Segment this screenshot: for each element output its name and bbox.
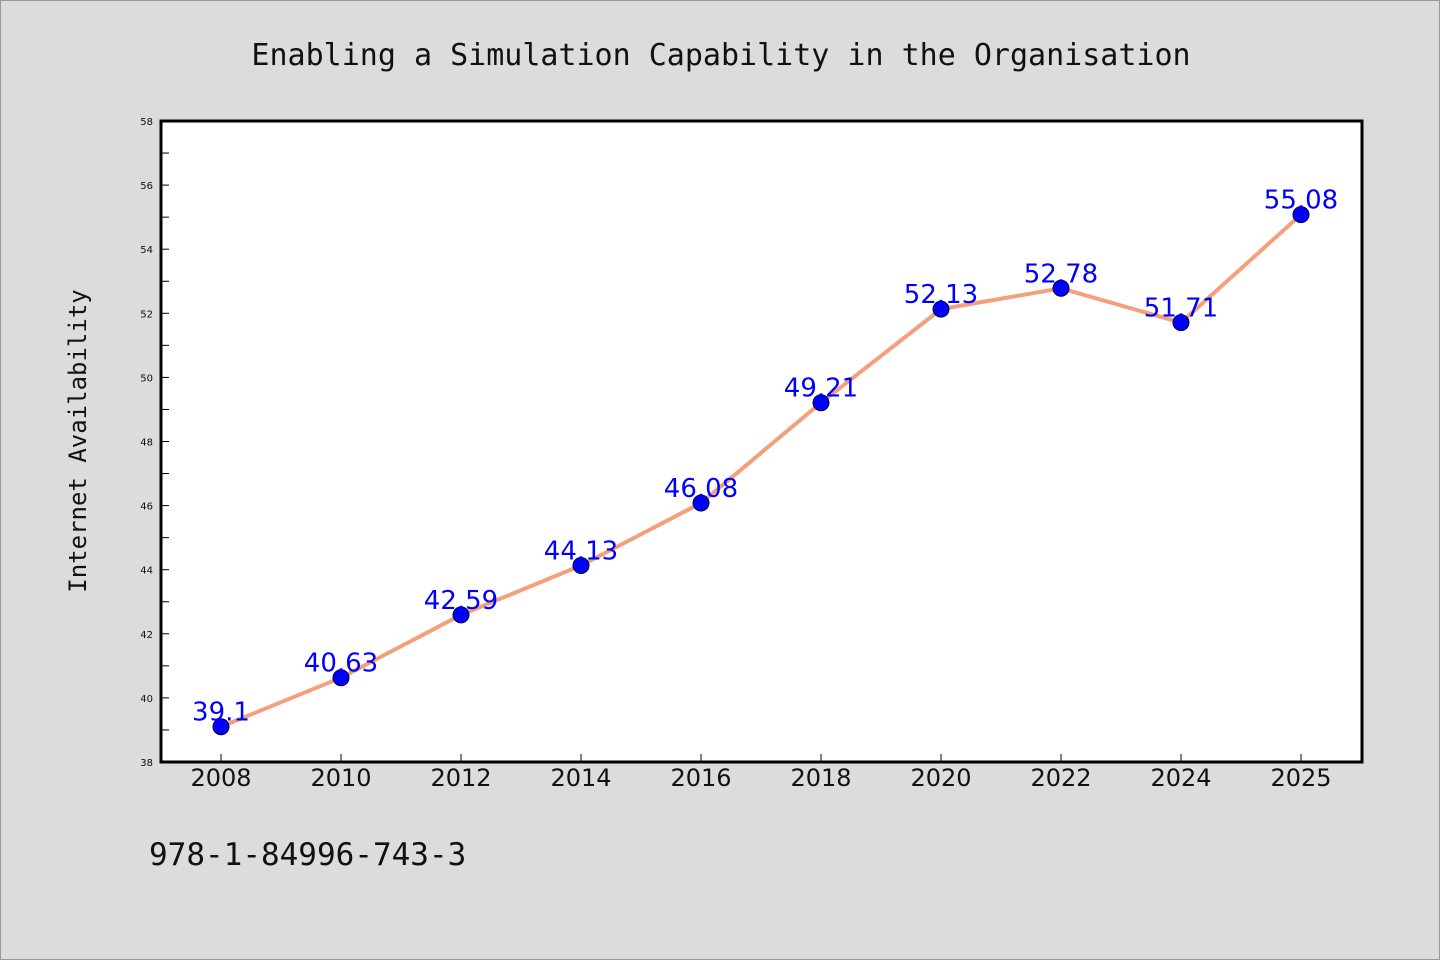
x-tick-label: 2014 [550,764,611,792]
y-tick-label: 42 [140,630,153,641]
footer-code: 978-1-84996-743-3 [149,837,466,873]
data-label-group: 39.1 40.63 42.59 44.13 46.08 49.21 52.13 52.78 5… [192,186,1338,728]
y-tick-label: 46 [140,502,153,513]
data-label: 39.1 [192,698,250,728]
data-point [692,494,710,512]
data-point [572,557,590,575]
marker-group [212,206,1310,736]
x-tick-label: 2020 [910,764,971,792]
y-tick-label: 38 [140,758,153,769]
chart-title: Enabling a Simulation Capability in the … [251,38,1190,73]
data-point [452,606,470,624]
x-tick-label: 2022 [1030,764,1091,792]
y-tick-label: 50 [140,373,153,384]
data-label: 49.21 [784,374,858,404]
x-tick-label: 2012 [430,764,491,792]
data-label: 55.08 [1264,186,1338,216]
series-line-group [219,212,1303,729]
data-point [1052,279,1070,297]
y-tick-label: 58 [140,117,153,128]
x-tick-label: 2016 [670,764,731,792]
data-label: 40.63 [304,649,378,679]
data-label: 42.59 [424,586,498,616]
x-tick-label: 2025 [1270,764,1331,792]
y-tick-label: 44 [140,566,153,577]
x-tick-label: 2024 [1150,764,1211,792]
y-axis-label: Internet Availability [64,289,92,592]
data-point [1292,206,1310,224]
x-tick-label: 2010 [310,764,371,792]
data-label: 46.08 [664,474,738,504]
x-tick-label: 2008 [190,764,251,792]
y-tick-label: 52 [140,309,153,320]
plot-area [159,119,1364,764]
data-point [812,394,830,412]
y-axis-ticks: 38 40 42 44 46 48 50 52 54 56 58 [140,117,169,769]
data-point [212,718,230,736]
x-axis-ticks: 2008 2010 2012 2014 2016 2018 2020 2022 2024 2025 [190,754,1332,792]
data-label: 52.78 [1024,259,1098,289]
data-label: 52.13 [904,280,978,310]
data-label: 51.71 [1144,294,1218,324]
y-tick-label: 40 [140,694,153,705]
x-tick-label: 2018 [790,764,851,792]
y-tick-label: 48 [140,438,153,449]
data-point [1172,314,1190,332]
series-line [219,212,1303,729]
data-label: 44.13 [544,537,618,567]
y-tick-label: 56 [140,181,153,192]
data-point [932,300,950,318]
data-point [332,669,350,687]
y-tick-label: 54 [140,245,153,256]
